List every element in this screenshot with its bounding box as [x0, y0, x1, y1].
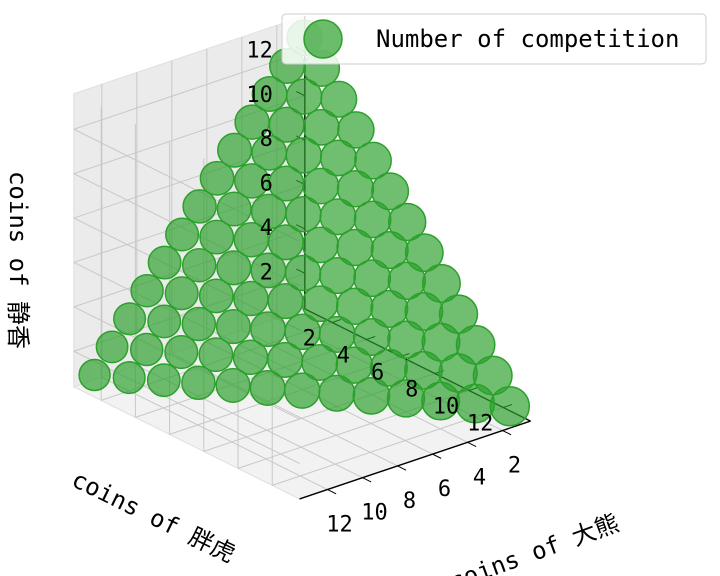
data-point	[146, 363, 181, 398]
x-tick-label: 10	[433, 394, 460, 419]
data-point	[387, 202, 427, 242]
data-point	[164, 276, 199, 311]
y-tick-label: 4	[473, 465, 486, 490]
data-point	[113, 302, 147, 336]
data-point	[181, 247, 217, 283]
data-point	[215, 309, 251, 345]
data-point	[181, 306, 217, 342]
data-point	[216, 250, 252, 286]
data-point	[198, 337, 234, 373]
data-point	[421, 263, 461, 303]
z-tick-label: 2	[260, 260, 273, 285]
data-point	[215, 367, 251, 403]
gridline	[73, 50, 305, 130]
y-tick-mark	[397, 465, 407, 471]
z-axis-label: coins of 静香	[4, 171, 32, 349]
z-tick-label: 6	[260, 172, 273, 197]
data-point	[371, 172, 410, 211]
data-point	[129, 332, 164, 367]
data-point	[216, 191, 252, 227]
y-tick-mark	[362, 477, 372, 483]
data-point	[182, 189, 217, 224]
y-tick-label: 6	[438, 477, 451, 502]
legend: Number of competition	[281, 13, 707, 65]
data-point	[78, 358, 111, 392]
data-point	[165, 217, 200, 252]
y-tick-mark	[432, 453, 442, 459]
y-tick-label: 8	[403, 489, 416, 514]
data-point	[147, 304, 182, 339]
y-tick-mark	[327, 489, 337, 495]
data-point	[320, 80, 358, 118]
data-point	[489, 385, 531, 427]
y-axis-label: coins of 大熊	[446, 509, 623, 576]
z-tick-label: 12	[246, 38, 273, 63]
data-point	[455, 324, 496, 365]
data-point	[147, 245, 182, 280]
data-point	[164, 335, 199, 370]
data-point	[130, 273, 164, 308]
y-tick-label: 12	[326, 513, 353, 538]
data-point	[199, 219, 235, 255]
x-tick-label: 6	[371, 360, 384, 385]
legend-entry-label: Number of competition	[376, 25, 679, 53]
y-tick-label: 10	[361, 501, 388, 526]
x-tick-label: 12	[467, 411, 494, 436]
data-point	[95, 330, 129, 364]
legend-marker	[303, 19, 343, 59]
x-axis-label: coins of 胖虎	[67, 465, 239, 568]
data-point	[354, 141, 392, 180]
data-points	[78, 19, 531, 427]
data-point	[181, 365, 216, 401]
x-tick-label: 2	[303, 326, 316, 351]
y-tick-mark	[502, 430, 512, 436]
data-point	[404, 233, 444, 273]
data-point	[198, 278, 234, 314]
data-point	[337, 111, 375, 149]
y-axis-line	[299, 420, 531, 500]
data-point	[217, 132, 253, 168]
gridline	[101, 376, 328, 490]
data-point	[199, 160, 235, 196]
y-tick-mark	[467, 441, 477, 448]
gridline	[73, 350, 300, 464]
z-tick-label: 8	[260, 127, 273, 152]
x-tick-label: 4	[337, 343, 350, 368]
z-tick-label: 4	[260, 216, 273, 241]
y-tick-label: 2	[508, 454, 521, 479]
data-point	[472, 355, 513, 396]
data-point	[112, 361, 146, 395]
z-tick-label: 10	[246, 83, 273, 108]
x-tick-label: 8	[405, 377, 418, 402]
data-point	[438, 294, 479, 334]
legend-box	[281, 13, 707, 65]
